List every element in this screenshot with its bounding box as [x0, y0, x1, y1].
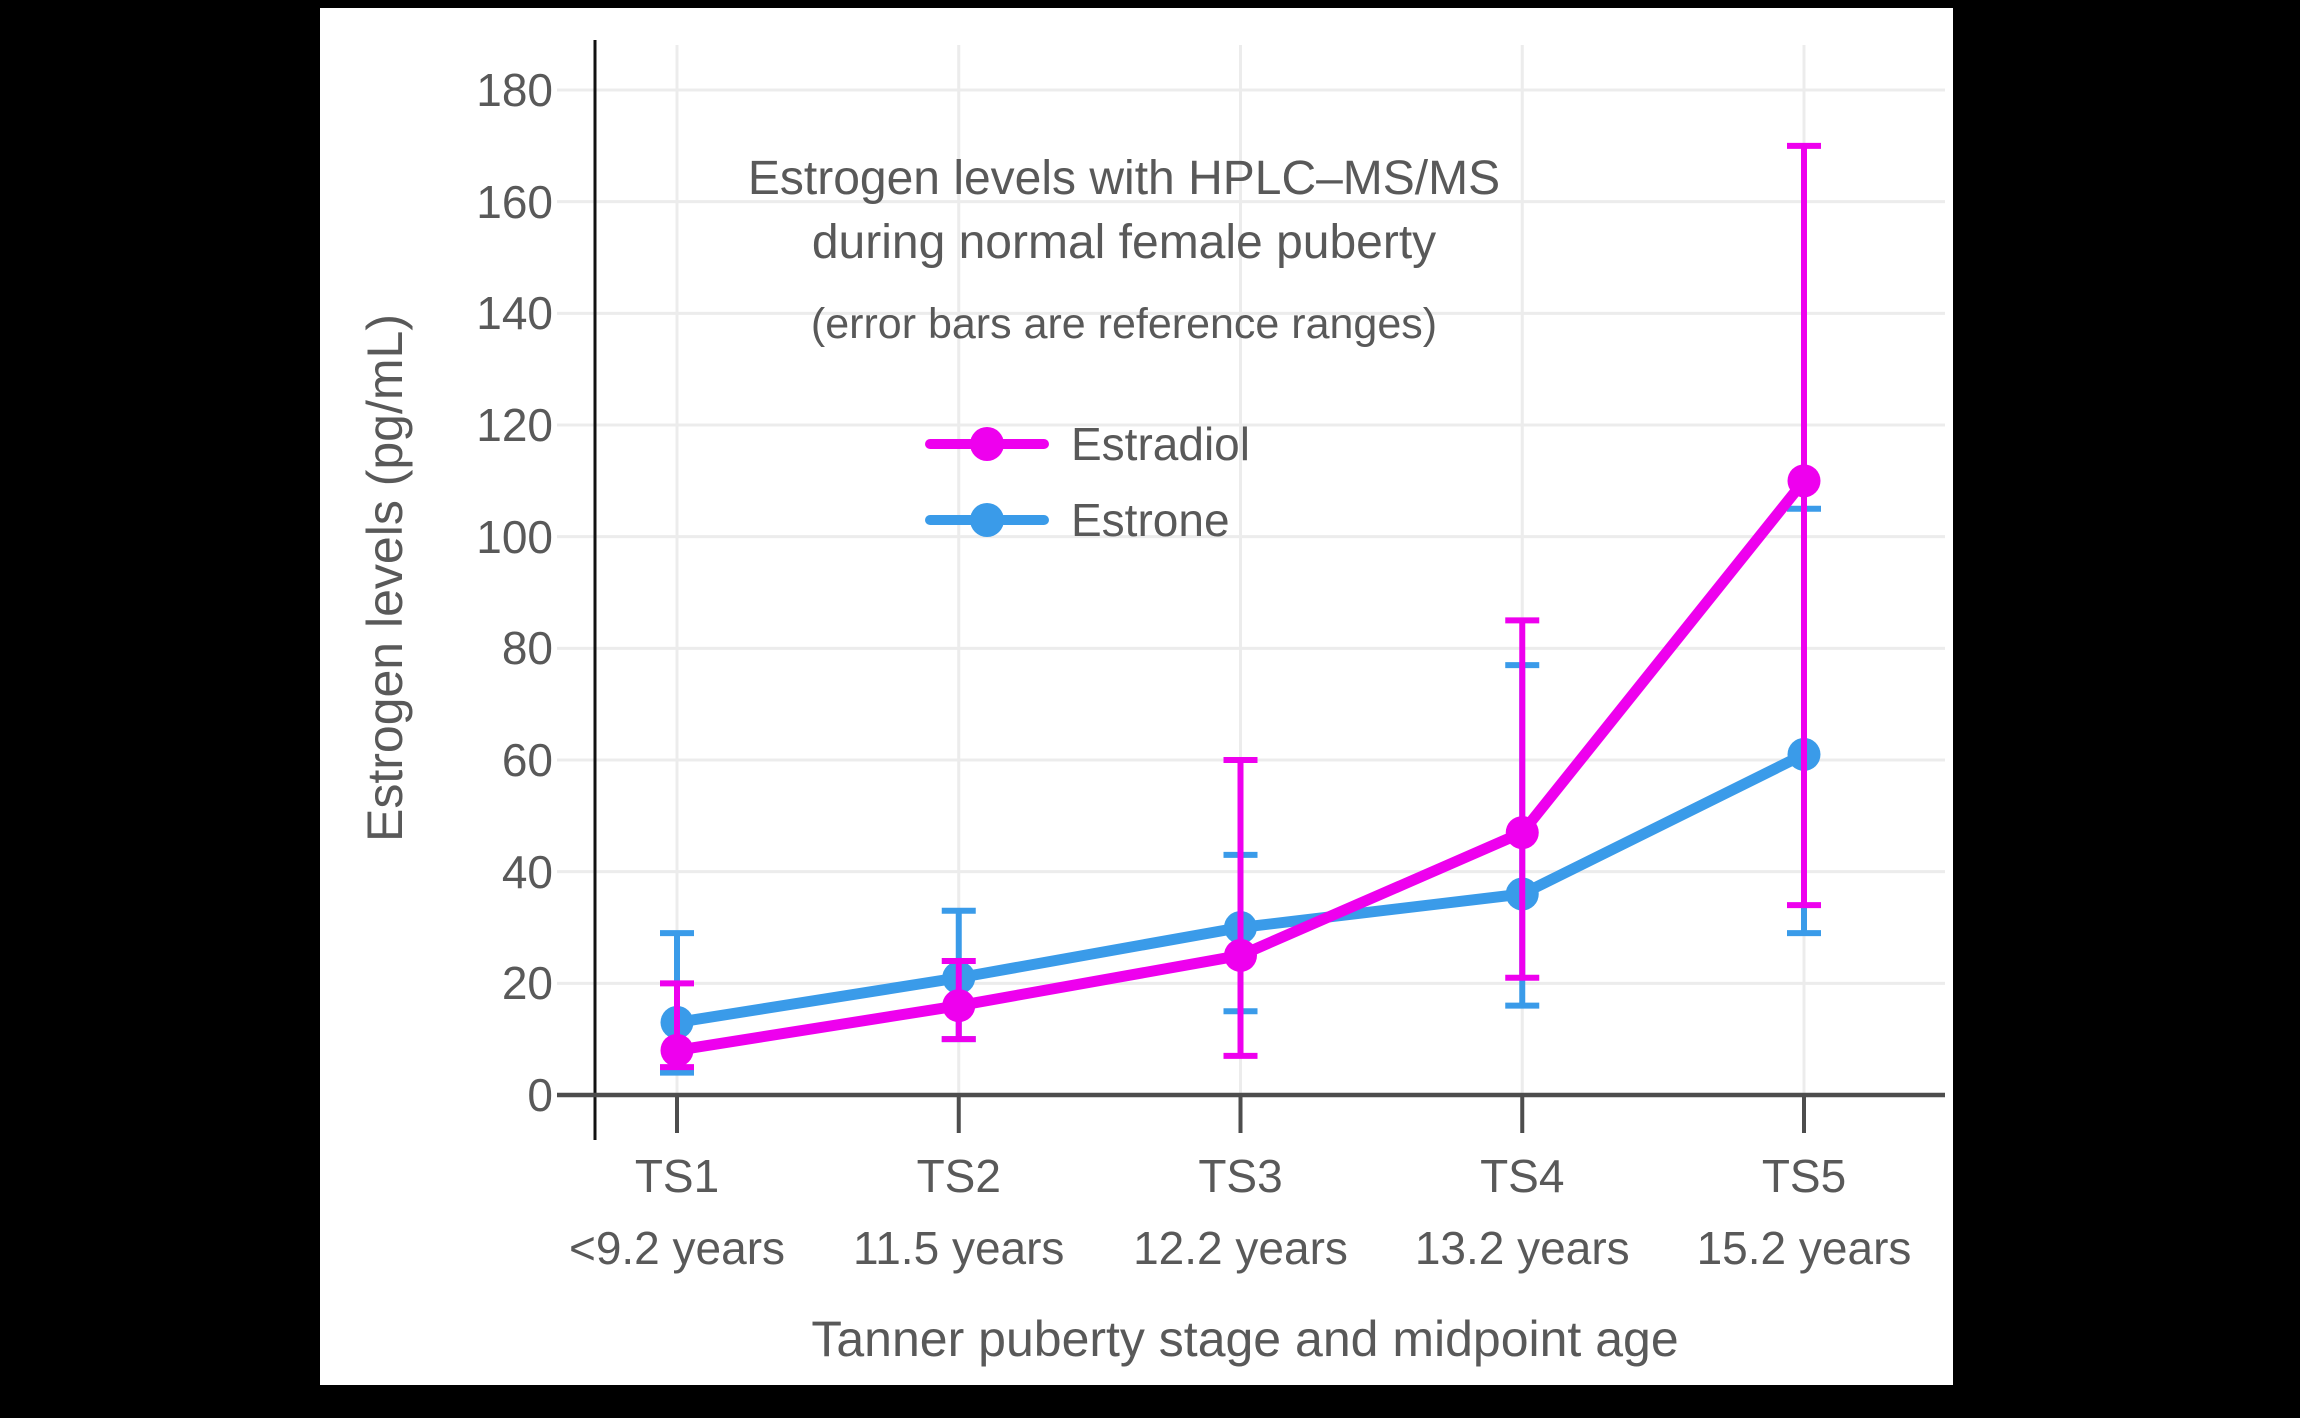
y-tick-label: 160 [476, 175, 553, 228]
y-tick-label: 20 [501, 957, 553, 1010]
legend-label: Estradiol [1071, 418, 1250, 470]
estradiol-data-point [1224, 938, 1257, 972]
legend-dot-icon [970, 427, 1004, 461]
x-tick-label-stage: TS4 [1480, 1150, 1565, 1202]
chart-subtitle: (error bars are reference ranges) [810, 300, 1438, 348]
chart-legend: Estradiol Estrone [925, 406, 1250, 558]
legend-label: Estrone [1071, 494, 1230, 546]
x-tick-label-age: 15.2 years [1696, 1222, 1912, 1274]
x-tick-label-stage: TS3 [1198, 1150, 1283, 1202]
legend-entry-estrone: Estrone [925, 482, 1250, 558]
estradiol-data-point [660, 1033, 694, 1067]
legend-entry-estradiol: Estradiol [925, 406, 1250, 482]
x-tick-label-stage: TS5 [1761, 1150, 1847, 1202]
legend-dot-icon [970, 503, 1004, 537]
x-tick-label-stage: TS1 [634, 1150, 720, 1202]
y-tick-label: 40 [501, 845, 553, 898]
estradiol-data-point [1787, 464, 1821, 498]
legend-line-marker-icon [925, 427, 1049, 461]
y-tick-label: 0 [527, 1069, 553, 1121]
chart-title-line2: during normal female puberty [811, 216, 1437, 269]
x-tick-label-age: <9.2 years [568, 1222, 786, 1274]
x-tick-label-age: 11.5 years [853, 1222, 1065, 1274]
x-axis-title: Tanner puberty stage and midpoint age [811, 1311, 1679, 1367]
estradiol-data-point [1505, 816, 1539, 850]
chart-title-line1: Estrogen levels with HPLC–MS/MS [747, 152, 1501, 205]
legend-line-marker-icon [925, 503, 1049, 537]
y-tick-label: 60 [501, 734, 553, 786]
y-tick-label: 80 [501, 622, 553, 675]
y-tick-label: 180 [476, 64, 553, 116]
x-tick-label-stage: TS2 [916, 1150, 1001, 1202]
y-tick-label: 100 [476, 510, 553, 563]
estradiol-data-point [942, 989, 976, 1023]
y-tick-label: 120 [476, 399, 553, 451]
x-tick-label-age: 13.2 years [1414, 1222, 1630, 1274]
x-tick-label-age: 12.2 years [1133, 1222, 1348, 1274]
chart-panel [320, 8, 1953, 1385]
y-tick-label: 140 [476, 287, 553, 340]
